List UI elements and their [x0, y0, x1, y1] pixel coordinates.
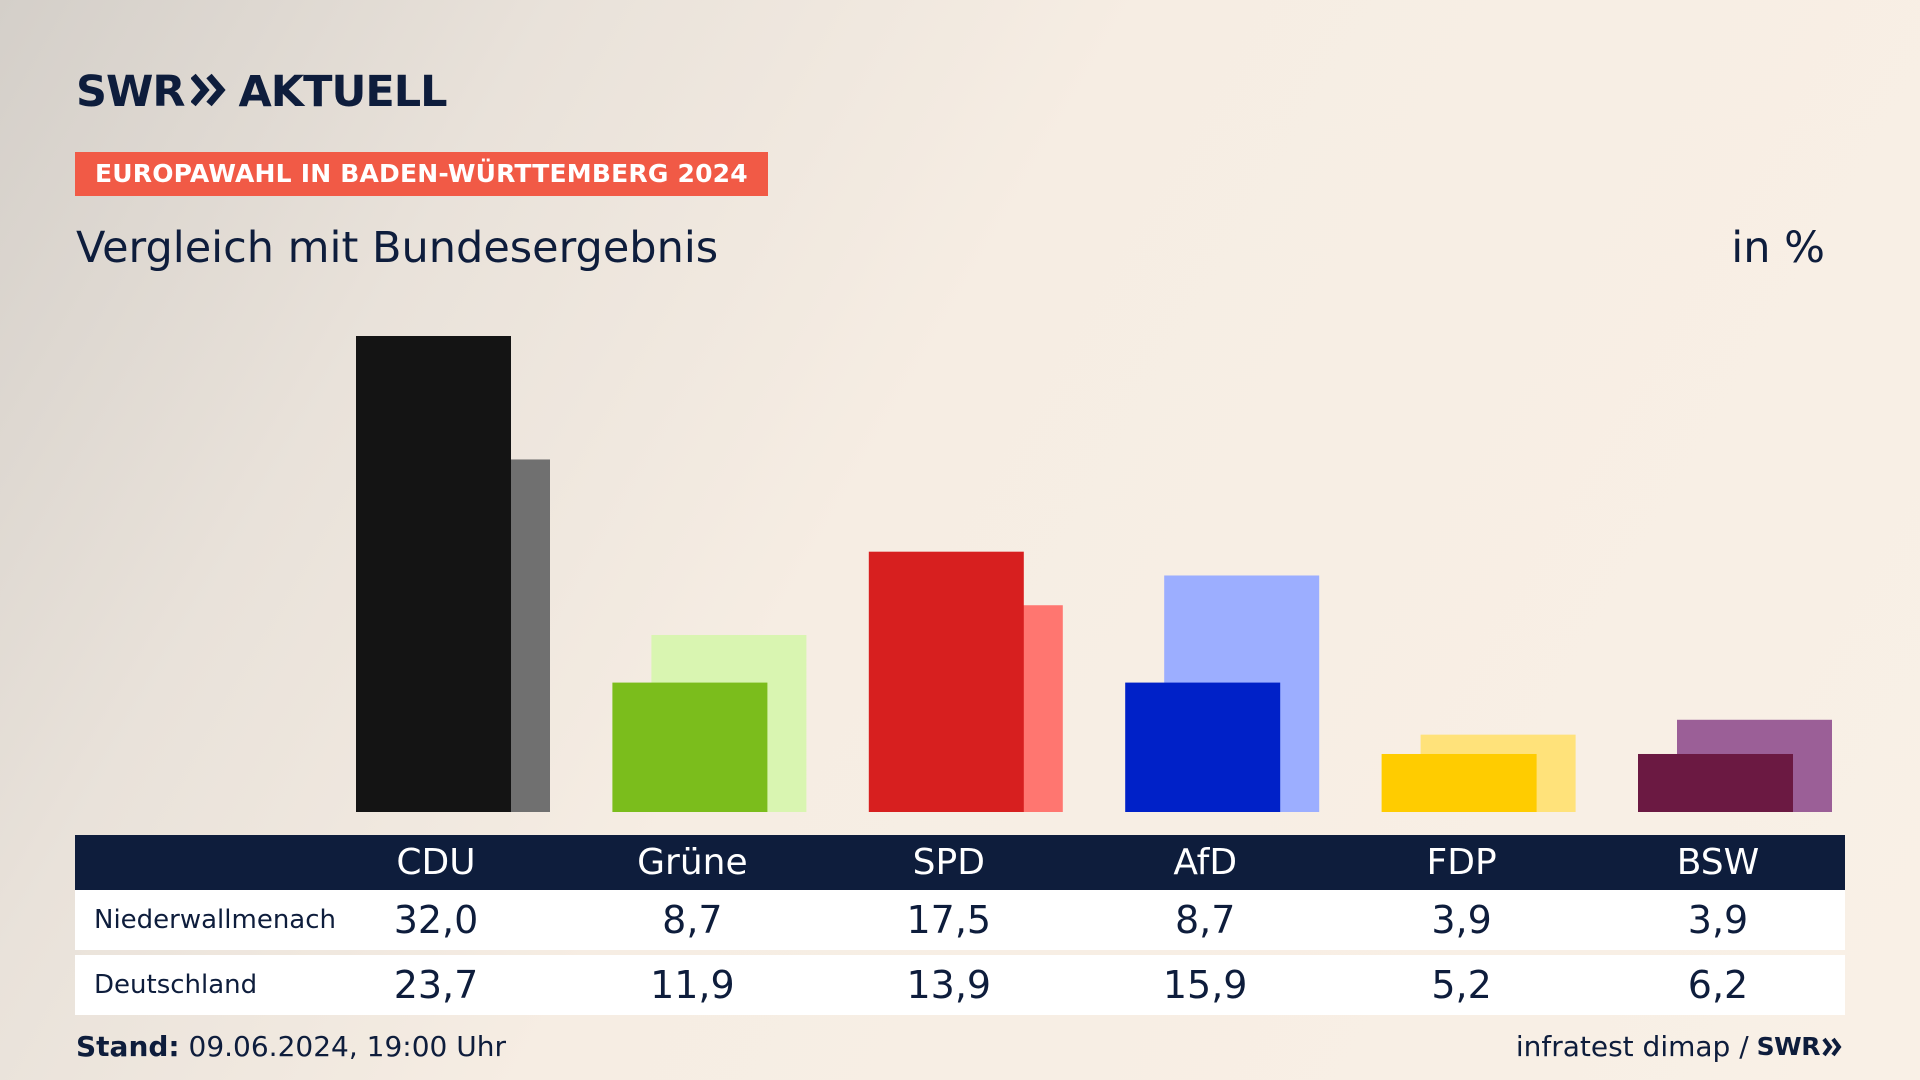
value-cell-spd: 17,5 — [906, 898, 992, 942]
small-chevron-icon — [1822, 1037, 1842, 1057]
value-cell-grüne: 11,9 — [650, 963, 735, 1007]
column-header-afd: AfD — [1173, 842, 1238, 883]
chart-subtitle: Vergleich mit Bundesergebnis — [76, 223, 719, 273]
results-table: CDU Grüne SPD AfD FDP BSW Niederwallmenach 32… — [75, 835, 1845, 1015]
swr-aktuell-logo: SWR AKTUELL — [76, 66, 448, 117]
unit-label: in % — [1731, 223, 1825, 273]
source-text: infratest dimap / — [1515, 1030, 1749, 1063]
table-header: CDU Grüne SPD AfD FDP BSW — [75, 835, 1845, 890]
value-cell-fdp: 5,2 — [1431, 963, 1492, 1007]
value-cell-cdu: 32,0 — [393, 898, 479, 942]
column-header-cdu: CDU — [396, 842, 476, 883]
bar-chart — [356, 336, 1832, 812]
row-label-germany: Deutschland — [94, 970, 258, 1000]
stand-value: 09.06.2024, 19:00 Uhr — [179, 1030, 506, 1063]
value-cell-grüne: 8,7 — [662, 898, 723, 942]
bar-local-cdu — [356, 336, 511, 812]
value-cell-afd: 8,7 — [1174, 898, 1236, 942]
stand-label: Stand: — [76, 1030, 180, 1063]
column-header-grüne: Grüne — [637, 842, 748, 883]
row-label-local: Niederwallmenach — [94, 905, 337, 935]
column-header-fdp: FDP — [1426, 842, 1497, 883]
logo-swr-text: SWR — [76, 66, 186, 117]
logo-aktuell-text: AKTUELL — [238, 66, 448, 117]
election-tag: EUROPAWAHL IN BADEN-WÜRTTEMBERG 2024 — [75, 152, 768, 196]
value-cell-fdp: 3,9 — [1431, 898, 1492, 942]
bar-local-afd — [1125, 682, 1281, 812]
bar-local-fdp — [1381, 753, 1537, 812]
bar-local-spd — [868, 551, 1024, 812]
value-cell-bsw: 3,9 — [1687, 898, 1749, 942]
column-header-bsw: BSW — [1676, 842, 1760, 883]
double-chevron-icon — [189, 73, 229, 111]
bar-local-grüne — [612, 682, 768, 812]
table-row: Deutschland 23,7 11,9 13,9 15,9 5,2 6,2 — [75, 955, 1845, 1015]
value-cell-spd: 13,9 — [906, 963, 992, 1007]
bar-local-bsw — [1638, 753, 1793, 812]
timestamp: Stand: 09.06.2024, 19:00 Uhr — [76, 1030, 506, 1064]
source-credit: infratest dimap / SWR — [1516, 1030, 1844, 1064]
value-cell-cdu: 23,7 — [393, 963, 479, 1007]
value-cell-bsw: 6,2 — [1687, 963, 1749, 1007]
column-header-spd: SPD — [912, 842, 985, 883]
value-cell-afd: 15,9 — [1162, 963, 1248, 1007]
swr-small-logo: SWR — [1756, 1032, 1821, 1061]
table-row: Niederwallmenach 32,0 8,7 17,5 8,7 3,9 3,9 — [75, 890, 1845, 950]
